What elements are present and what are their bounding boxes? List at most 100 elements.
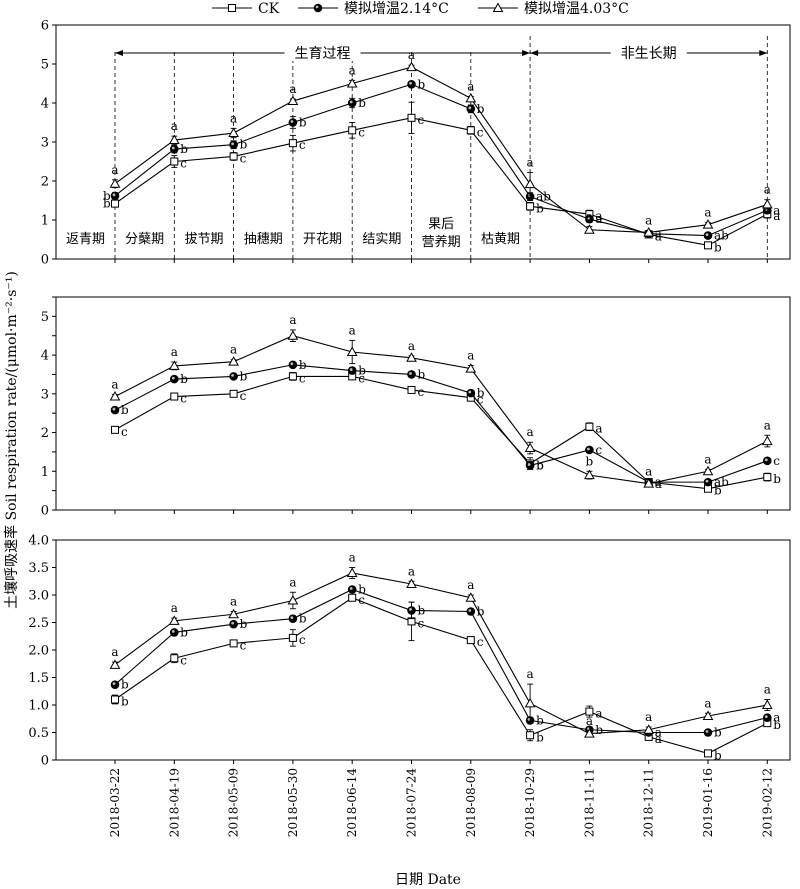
panel-2-series-0-sig-0: c — [121, 425, 128, 439]
panel-3-series-1-point-5-shine — [409, 608, 412, 611]
period-label-bg-0 — [284, 43, 361, 61]
panel-1-series-0-sig-0: b — [103, 197, 111, 211]
panel-1-series-1-point-4-shine — [349, 100, 353, 104]
panel-1-series-2-sig-1: a — [171, 119, 178, 133]
panel-3-series-1-sig-5: b — [418, 603, 426, 617]
panel-1-series-1-point-5-shine — [409, 81, 412, 85]
panel-1-series-0-point-6 — [466, 126, 475, 135]
panel-3-series-2-point-3 — [287, 594, 299, 605]
panel-1-series-1-line — [114, 83, 768, 237]
panel-3-ytick-label-7: 3.5 — [28, 561, 49, 576]
panel-1-series-1-point-1-shine — [171, 146, 175, 150]
panel-3-series-2-sig-9: a — [645, 710, 652, 724]
panel-2-series-0-sig-4: c — [358, 371, 365, 385]
stage-label-0: 返青期 — [66, 232, 105, 247]
panel-2-series-2-point-1 — [168, 360, 180, 370]
panel-3-series-1-point-11 — [763, 713, 772, 722]
panel-3-series-1-point-6-shine — [468, 609, 472, 612]
panel-2-series-1-sig-2: b — [240, 369, 248, 383]
panel-2-series-0-sig-7: b — [536, 459, 544, 473]
panel-3-series-1-point-2-dot — [229, 619, 238, 629]
x-tick-label-8: 2018-11-11 — [582, 768, 596, 837]
period-arrowhead-right-1 — [759, 50, 768, 56]
panel-1-series-1-sig-4: b — [358, 96, 366, 110]
panel-1-series-1-point-10-dot — [703, 231, 713, 240]
legend: CK 模拟增温2.14°C 模拟增温4.03°C — [212, 1, 629, 17]
panel-1-series-1-point-3-dot — [288, 118, 298, 127]
panel-2-series-0-sig-11: b — [773, 472, 781, 486]
panel-2-series-1-sig-0: b — [121, 403, 129, 417]
panel-3-ytick-label-5: 2.5 — [28, 616, 49, 631]
panel-3-series-1-point-0 — [110, 680, 120, 689]
panel-2-series-1-point-2-shine — [231, 373, 235, 377]
panel-2-series-1-point-8-dot — [585, 445, 594, 455]
panel-2-series-0-point-0 — [111, 425, 119, 434]
panel-3-series-2-sig-2: a — [230, 595, 237, 609]
panel-1-series-0-point-4 — [348, 126, 357, 135]
panel-2-series-2-point-8 — [584, 469, 595, 480]
panel-3-series-1-sig-8: b — [595, 723, 603, 737]
panel-2-series-2-point-7 — [524, 442, 536, 453]
panel-2-series-1-point-3 — [288, 360, 298, 370]
panel-2-series-0-point-11 — [763, 473, 772, 482]
period-label-0: 生育过程 — [295, 46, 351, 62]
panel-3-series-1-point-4 — [347, 585, 357, 594]
panel-3-series-2-sig-11: a — [764, 683, 771, 697]
panel-3-series-1-point-1 — [170, 628, 179, 637]
panel-2-series-2-sig-8: b — [586, 454, 594, 468]
panel-2-series-2-sig-7: a — [527, 425, 534, 439]
panel-2-series-1-point-7-shine — [527, 463, 531, 466]
panel-1-series-1-point-6-shine — [468, 106, 472, 110]
panel-3-series-2-sig-3: a — [289, 575, 296, 589]
panel-1-series-2-sig-5: a — [408, 48, 415, 62]
panel-1-series-1-point-4-dot — [347, 98, 357, 108]
period-arrowhead-left-0 — [115, 50, 123, 56]
panel-2-series-0-sig-5: c — [418, 385, 425, 399]
panel-2-series-2-point-2 — [228, 356, 239, 366]
panel-1-series-1-point-1-dot — [170, 144, 179, 154]
panel-3-series-1-point-1-shine — [171, 630, 175, 633]
panel-3-series-2-sig-7: a — [527, 667, 534, 681]
panel-3-series-2-sig-0: a — [111, 645, 118, 659]
panel-2-series-1-point-1-dot — [170, 374, 179, 384]
panel-1-series-2-point-11 — [761, 198, 773, 209]
panel-3-series-1-point-11-dot — [763, 713, 772, 722]
panel-3-series-0-point-10 — [704, 749, 712, 758]
panel-3-series-1-sig-10: b — [714, 726, 722, 740]
panel-3-series-0-point-4 — [348, 593, 357, 602]
panel-2-series-2-sig-11: a — [764, 418, 771, 432]
panel-2-series-1-point-5 — [407, 370, 416, 379]
panel-3-series-0-point-6 — [466, 636, 475, 645]
x-tick-label-7: 2018-10-29 — [523, 768, 537, 837]
panel-1-series-1-point-7 — [525, 192, 535, 201]
panel-2-series-1-sig-5: b — [418, 367, 426, 381]
panel-3-ytick-label-1: 0.5 — [28, 726, 49, 741]
panel-2-series-2-point-3 — [287, 330, 299, 340]
panel-1-ytick-label-6: 6 — [41, 19, 49, 34]
panel-3-series-1-point-3-shine — [290, 616, 294, 620]
panel-1-series-2-line — [114, 66, 768, 234]
panel-1-series-0-point-0 — [111, 199, 119, 208]
stage-label-1: 分蘖期 — [125, 232, 164, 247]
panel-3-series-1-point-10-shine — [705, 730, 709, 733]
panel-3-series-0-sig-2: c — [240, 638, 247, 652]
panel-1-series-0-sig-1: c — [180, 157, 187, 171]
panel-3-series-1: bbb bbb bbb a ba — [110, 583, 780, 740]
panel-3-series-2-point-5 — [406, 578, 417, 588]
panel-2-series-1-line — [114, 364, 768, 483]
panel-1-series-2-sig-7: a — [527, 155, 534, 169]
stage-label-7: 枯黄期 — [481, 232, 520, 247]
panel-3-series-2-sig-8: a — [586, 714, 593, 728]
panel-1-series-1-sig-11: a — [773, 203, 780, 217]
panel-1-series-2-point-8 — [584, 224, 595, 234]
panel-1-series-2-sig-3: a — [289, 82, 296, 96]
period-arrowhead-left-1 — [530, 50, 539, 56]
panel-2-series-1-sig-8: c — [595, 443, 602, 457]
panel-2-series-1-point-5-dot — [407, 370, 416, 379]
stage-label-3: 抽穗期 — [244, 232, 283, 247]
